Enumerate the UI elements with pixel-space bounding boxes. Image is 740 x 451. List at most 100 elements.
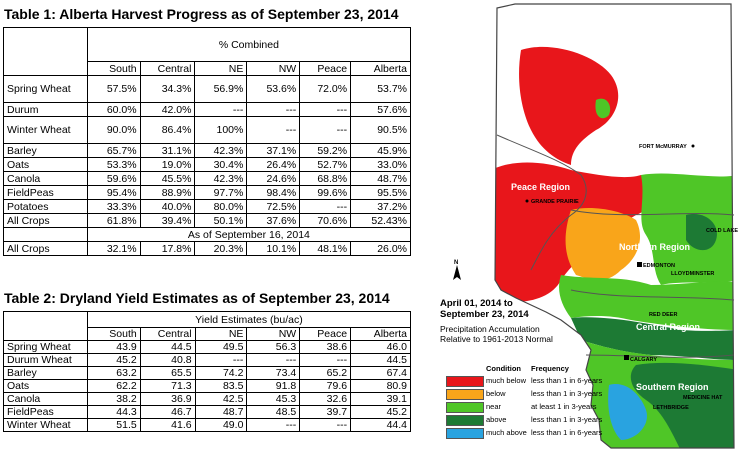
table-cell: 45.2 xyxy=(350,405,411,419)
table-cell: --- xyxy=(246,418,301,432)
table-row: Winter Wheat 90.0% 86.4% 100% --- --- 90.5% xyxy=(3,116,411,144)
table-row: FieldPeas 95.4% 88.9% 97.7% 98.4% 99.6% 95.5% xyxy=(3,185,411,200)
table-cell: --- xyxy=(299,418,352,432)
table-cell: 65.2 xyxy=(299,366,352,380)
table-row: All Crops 61.8% 39.4% 50.1% 37.6% 70.6% 52.43% xyxy=(3,213,411,228)
region-label-peace: Peace Region xyxy=(511,182,570,192)
table-cell: 45.5% xyxy=(139,171,196,186)
table-cell: 91.8 xyxy=(246,379,301,393)
map-legend: April 01, 2014 to September 23, 2014 Pre… xyxy=(440,298,590,344)
table-cell: 72.5% xyxy=(246,199,301,214)
legend-swatch xyxy=(446,389,484,400)
table-cell: 46.7 xyxy=(139,405,196,419)
region-boundary xyxy=(496,134,587,271)
region-label-southern: Southern Region xyxy=(636,382,709,392)
table-cell: 51.5 xyxy=(86,418,141,432)
table-cell: 10.1% xyxy=(246,241,301,256)
table-row: Spring Wheat 43.9 44.5 49.5 56.3 38.6 46.0 xyxy=(3,340,411,354)
region-boundary xyxy=(570,209,735,216)
col-header: Central xyxy=(139,327,196,341)
table-cell: 44.3 xyxy=(86,405,141,419)
table-cell: --- xyxy=(299,102,352,117)
table-cell: 44.4 xyxy=(350,418,411,432)
city-marker xyxy=(624,355,629,360)
table-cell: 37.2% xyxy=(350,199,411,214)
table-cell: --- xyxy=(299,116,352,144)
row-label: Durum Wheat xyxy=(3,353,88,367)
region-label-central: Central Region xyxy=(636,322,700,332)
legend-item: much below less than 1 in 6-years xyxy=(446,376,616,387)
col-header: South xyxy=(86,61,141,76)
table-row: FieldPeas 44.3 46.7 48.7 48.5 39.7 45.2 xyxy=(3,405,411,419)
city-lethbridge: LETHBRIDGE xyxy=(653,405,689,411)
col-header: NW xyxy=(246,61,301,76)
region-label-northern: Northern Region xyxy=(619,242,690,252)
table-cell: 60.0% xyxy=(86,102,141,117)
table-cell: 57.5% xyxy=(86,75,141,103)
table-column-row: South Central NE NW Peace Alberta xyxy=(4,61,411,76)
legend-swatch xyxy=(446,415,484,426)
map-region-below xyxy=(565,208,641,280)
table-cell: 74.2 xyxy=(194,366,248,380)
table-cell: 31.1% xyxy=(139,143,196,158)
legend-frequency: less than 1 in 3-years xyxy=(531,389,603,398)
table-cell: 62.2 xyxy=(86,379,141,393)
table-cell: 65.7% xyxy=(86,143,141,158)
row-label: Durum xyxy=(3,102,88,117)
legend-swatch xyxy=(446,376,484,387)
legend-condition: below xyxy=(486,389,506,398)
map-title-line1: April 01, 2014 to xyxy=(440,298,513,309)
table-cell: 30.4% xyxy=(194,157,248,172)
row-label: Potatoes xyxy=(3,199,88,214)
table-cell: 56.3 xyxy=(246,340,301,354)
legend-condition-header: Condition xyxy=(486,364,521,373)
table-cell: 65.5 xyxy=(139,366,196,380)
table-cell: 86.4% xyxy=(139,116,196,144)
table-cell: 33.0% xyxy=(350,157,411,172)
table-cell: 39.4% xyxy=(139,213,196,228)
table-cell: 26.4% xyxy=(246,157,301,172)
map-region-much-above xyxy=(608,384,647,440)
table-cell: 98.4% xyxy=(246,185,301,200)
table-row: Durum 60.0% 42.0% --- --- --- 57.6% xyxy=(3,102,411,117)
table-row: Oats 53.3% 19.0% 30.4% 26.4% 52.7% 33.0% xyxy=(3,157,411,172)
table1-title: Table 1: Alberta Harvest Progress as of … xyxy=(4,6,399,22)
table-cell: 53.7% xyxy=(350,75,411,103)
table-cell: 56.9% xyxy=(194,75,248,103)
table-cell: 34.3% xyxy=(139,75,196,103)
table-cell: --- xyxy=(194,353,248,367)
table-cell: 90.5% xyxy=(350,116,411,144)
table-row: Barley 63.2 65.5 74.2 73.4 65.2 67.4 xyxy=(3,366,411,380)
table-row: Potatoes 33.3% 40.0% 80.0% 72.5% --- 37.2% xyxy=(3,199,411,214)
table-cell: 45.9% xyxy=(350,143,411,158)
table-cell: 33.3% xyxy=(86,199,141,214)
table-cell: 37.6% xyxy=(246,213,301,228)
legend-frequency: less than 1 in 3-years xyxy=(531,415,603,424)
legend-condition: much above xyxy=(486,428,527,437)
table-cell: 42.3% xyxy=(194,143,248,158)
table-row: Barley 65.7% 31.1% 42.3% 37.1% 59.2% 45.9% xyxy=(3,143,411,158)
legend-frequency-header: Frequency xyxy=(531,364,569,373)
table-row: Oats 62.2 71.3 83.5 91.8 79.6 80.9 xyxy=(3,379,411,393)
row-label: Barley xyxy=(3,143,88,158)
col-header: South xyxy=(86,327,141,341)
table-cell: 32.6 xyxy=(299,392,352,406)
table-corner-cell xyxy=(3,311,88,341)
row-label: Spring Wheat xyxy=(3,340,88,354)
table-row: Canola 38.2 36.9 42.5 45.3 32.6 39.1 xyxy=(3,392,411,406)
table-cell: 61.8% xyxy=(86,213,141,228)
col-header: Central xyxy=(139,61,196,76)
table-header-row: % Combined xyxy=(3,27,412,76)
table-cell: 53.3% xyxy=(86,157,141,172)
region-boundary xyxy=(570,289,735,301)
table-row: Durum Wheat 45.2 40.8 --- --- --- 44.5 xyxy=(3,353,411,367)
table-cell: 39.7 xyxy=(299,405,352,419)
legend-condition: above xyxy=(486,415,507,424)
city-cold-lake: COLD LAKE xyxy=(706,228,738,234)
table-cell: 52.43% xyxy=(350,213,411,228)
table-cell: 68.8% xyxy=(299,171,352,186)
table-cell: 48.7% xyxy=(350,171,411,186)
table-cell: 24.6% xyxy=(246,171,301,186)
table-cell: 39.1 xyxy=(350,392,411,406)
table-cell: 80.9 xyxy=(350,379,411,393)
